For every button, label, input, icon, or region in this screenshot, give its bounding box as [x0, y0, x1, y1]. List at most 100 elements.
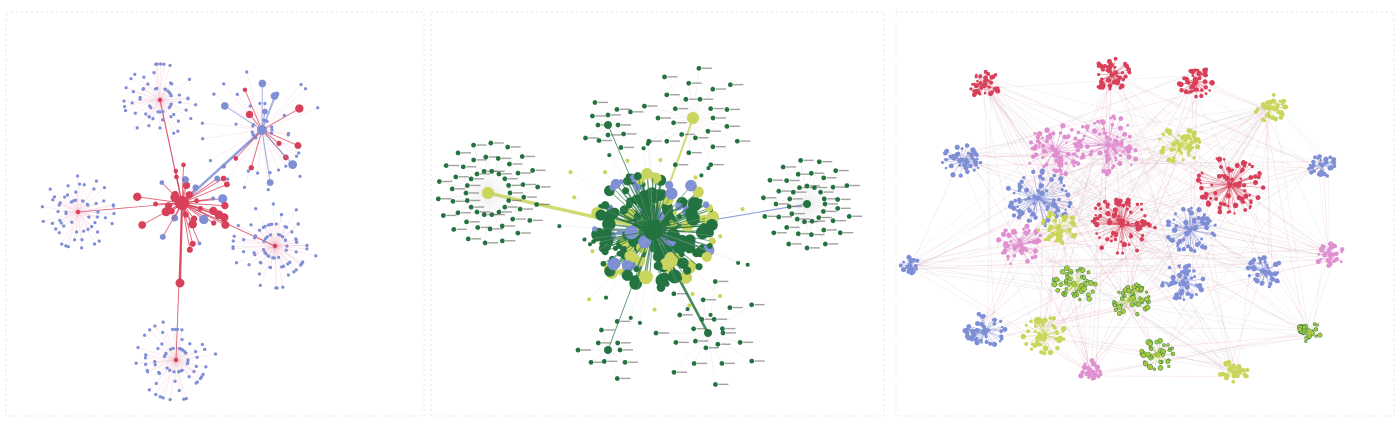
- graph-node: [972, 149, 977, 154]
- graph-node: [976, 166, 980, 170]
- graph-node: [1203, 191, 1209, 197]
- graph-edge: [446, 165, 489, 194]
- graph-edge: [175, 329, 177, 361]
- graph-node: [1114, 150, 1118, 155]
- graph-edge: [1162, 281, 1184, 286]
- graph-node: [1199, 185, 1204, 191]
- graph-node: [1171, 227, 1178, 233]
- graph-node: [274, 286, 278, 290]
- graph-node: [944, 166, 948, 170]
- graph-edge: [487, 170, 533, 194]
- graph-edge: [1030, 321, 1046, 336]
- graph-edge: [1114, 299, 1131, 306]
- graph-node: [1187, 208, 1191, 212]
- graph-node: [1100, 78, 1104, 82]
- graph-node: [1191, 130, 1197, 136]
- graph-edge: [1053, 133, 1056, 151]
- graph-node: [1089, 358, 1095, 363]
- graph-node: [633, 172, 642, 181]
- graph-node: [1002, 326, 1008, 332]
- graph-edge: [274, 245, 288, 265]
- graph-edge: [1020, 153, 1178, 248]
- graph-node: [1121, 203, 1126, 208]
- graph-edge: [1182, 281, 1200, 286]
- graph-edge: [647, 143, 654, 231]
- graph-edge: [1121, 224, 1138, 251]
- graph-node: [1182, 298, 1186, 302]
- graph-node: [220, 102, 229, 110]
- graph-edge: [159, 99, 179, 132]
- graph-edge: [76, 211, 79, 232]
- node-label: [789, 179, 800, 182]
- graph-node: [677, 312, 683, 318]
- graph-node: [242, 185, 247, 189]
- graph-edge: [236, 245, 276, 263]
- graph-node: [153, 201, 159, 207]
- graph-node: [1178, 291, 1184, 296]
- graph-node: [1194, 225, 1198, 229]
- graph-node: [844, 183, 850, 189]
- graph-edge: [1037, 197, 1048, 210]
- graph-node: [1161, 132, 1165, 136]
- graph-edge: [1027, 244, 1239, 378]
- graph-node: [268, 265, 272, 269]
- graph-node: [507, 190, 513, 196]
- graph-edge: [155, 359, 177, 395]
- node-label: [807, 221, 818, 223]
- graph-edge: [978, 85, 1192, 290]
- graph-node: [1309, 170, 1314, 175]
- graph-node: [1189, 89, 1194, 94]
- graph-edge: [1121, 209, 1142, 226]
- graph-node: [1113, 197, 1119, 203]
- graph-node: [1062, 184, 1066, 188]
- graph-edge: [147, 84, 161, 101]
- graph-node: [1218, 201, 1223, 206]
- node-label: [449, 164, 460, 167]
- graph-edge: [484, 192, 489, 243]
- node-label: [706, 299, 717, 301]
- panel-green-labeled-network: [425, 0, 890, 428]
- graph-edge: [143, 77, 161, 101]
- graph-node: [482, 240, 488, 246]
- graph-edge: [144, 335, 177, 361]
- graph-node: [1111, 164, 1116, 168]
- graph-edge: [673, 332, 709, 373]
- graph-node: [1200, 171, 1204, 175]
- graph-node: [685, 179, 697, 192]
- graph-node: [1044, 127, 1050, 133]
- graph-edge: [181, 202, 225, 218]
- graph-node: [1202, 213, 1207, 217]
- graph-edge: [1111, 65, 1125, 76]
- graph-edge: [1035, 322, 1046, 336]
- graph-edge: [159, 99, 191, 119]
- graph-node: [1069, 215, 1076, 221]
- graph-edge: [142, 89, 161, 101]
- graph-node: [604, 295, 609, 300]
- graph-edge: [1057, 236, 1128, 304]
- graph-edge: [960, 162, 1035, 326]
- graph-node: [63, 195, 67, 199]
- node-label: [684, 133, 695, 136]
- graph-edge: [246, 71, 263, 131]
- graph-edge: [274, 214, 282, 247]
- graph-node: [1025, 258, 1030, 264]
- graph-edge: [1039, 326, 1314, 330]
- graph-edge: [652, 175, 702, 231]
- node-label: [669, 94, 680, 96]
- graph-node: [664, 252, 679, 267]
- graph-edge: [1027, 247, 1236, 375]
- graph-node: [464, 183, 470, 188]
- graph-node: [711, 316, 717, 322]
- graph-node: [991, 318, 995, 322]
- graph-node: [1234, 162, 1240, 169]
- graph-node: [1155, 352, 1161, 358]
- node-label: [480, 226, 491, 229]
- graph-edge: [1111, 69, 1129, 76]
- graph-edge: [652, 229, 713, 242]
- graph-edge: [1154, 335, 1307, 348]
- graph-node: [804, 183, 810, 189]
- graph-node: [167, 106, 171, 110]
- graph-node: [62, 224, 66, 228]
- graph-node: [163, 87, 168, 91]
- graph-node: [194, 381, 198, 385]
